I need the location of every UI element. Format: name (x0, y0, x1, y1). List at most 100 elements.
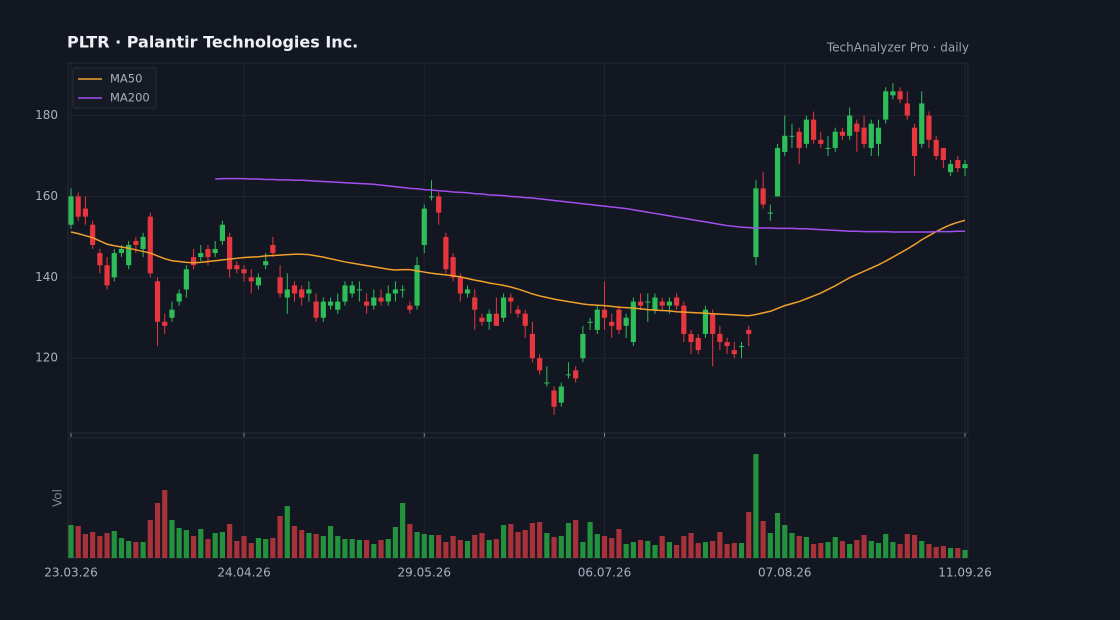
candle-body (854, 123, 860, 132)
candle-body (349, 285, 355, 294)
legend-label: MA200 (110, 91, 150, 105)
candle-body (320, 301, 326, 318)
legend-label: MA50 (110, 72, 142, 86)
volume-bar (82, 534, 89, 558)
volume-bar (558, 536, 564, 558)
candle-body (601, 309, 608, 318)
volume-bar (515, 532, 521, 558)
volume-bar (717, 532, 723, 558)
candle-body (263, 261, 269, 266)
candle-body (652, 297, 658, 310)
volume-bar (601, 536, 608, 558)
volume-bar (947, 548, 954, 558)
volume-bar (695, 543, 701, 558)
candle-body (356, 289, 362, 291)
candle-body (710, 313, 716, 334)
volume-bar (479, 533, 485, 558)
candle-body (364, 301, 370, 306)
volume-bar (710, 541, 716, 558)
candle-body (955, 160, 961, 169)
candle-body (443, 236, 449, 270)
volume-bar (825, 542, 831, 558)
volume-bar (97, 536, 103, 558)
candle-body (234, 265, 240, 270)
volume-bar (464, 541, 471, 558)
volume-bar (580, 542, 586, 558)
candle-body (97, 253, 103, 266)
volume-bar (868, 541, 874, 558)
candle-body (169, 309, 175, 318)
candle-body (731, 350, 737, 355)
volume-bar (738, 543, 745, 558)
candle-body (897, 91, 903, 100)
candle-body (500, 297, 507, 318)
candle-body (284, 289, 290, 298)
volume-bar (327, 526, 334, 558)
volume-bar (890, 542, 896, 558)
y-tick-label: 180 (35, 108, 58, 122)
volume-bar (811, 544, 817, 558)
candle-body (133, 240, 139, 245)
candle-body (645, 301, 651, 303)
candle-body (162, 321, 168, 326)
x-tick-label: 07.08.26 (758, 566, 811, 580)
volume-bar (774, 513, 781, 558)
volume-bar (674, 545, 680, 558)
volume-bar (551, 537, 557, 558)
candle-body (327, 301, 334, 306)
candle-body (385, 293, 391, 302)
volume-bar (666, 542, 672, 558)
volume-bar (652, 545, 658, 558)
candle-body (868, 123, 874, 148)
candle-body (890, 91, 896, 96)
volume-bar (573, 520, 579, 558)
y-tick-label: 160 (35, 189, 58, 203)
volume-bar (126, 541, 132, 558)
candle-body (746, 329, 752, 334)
volume-bar (75, 526, 81, 558)
candle-body (68, 196, 74, 225)
volume-bar (255, 538, 262, 558)
x-tick-label: 11.09.26 (938, 566, 991, 580)
candle-body (291, 285, 298, 294)
y-tick-label: 140 (35, 270, 58, 284)
candle-body (796, 131, 802, 148)
volume-bar (818, 543, 824, 558)
volume-bar (630, 542, 636, 558)
volume-bar (190, 536, 197, 558)
volume-bar (724, 544, 730, 558)
legend: MA50 MA200 (72, 67, 157, 109)
volume-bar (522, 530, 528, 558)
volume-bar (443, 542, 449, 558)
volume-bar (140, 542, 146, 558)
candle-body (392, 289, 399, 294)
volume-bar (241, 536, 247, 558)
volume-bar (854, 540, 860, 558)
volume-bar (688, 533, 694, 558)
volume-bar (335, 536, 341, 558)
candle-body (681, 305, 687, 334)
volume-bar (803, 537, 809, 558)
volume-bar (154, 503, 161, 558)
volume-bar (320, 536, 326, 558)
volume-bar (544, 533, 550, 558)
volume-bar (883, 534, 889, 558)
volume-bar (205, 539, 211, 558)
candle-body (299, 289, 305, 298)
candle-body (738, 346, 745, 348)
volume-bar (111, 531, 117, 558)
candle-body (947, 164, 954, 173)
volume-bar (796, 536, 802, 558)
candle-body (154, 281, 161, 322)
candle-body (926, 115, 932, 140)
x-tick-label: 29.05.26 (398, 566, 451, 580)
candle-body (212, 249, 218, 254)
candle-body (933, 139, 939, 157)
volume-bar (277, 516, 283, 558)
volume-bar (760, 521, 766, 558)
candle-body (717, 333, 723, 343)
volume-bar (133, 542, 139, 558)
price-panel (67, 62, 969, 434)
volume-bar (500, 525, 507, 558)
volume-bar (90, 532, 96, 558)
